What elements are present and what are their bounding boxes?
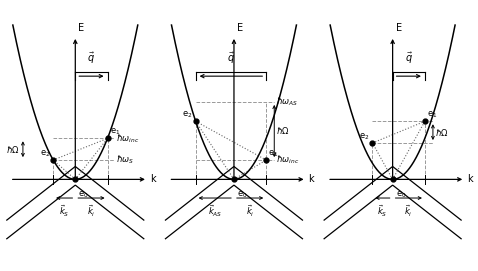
Text: $\vec{k}_i$: $\vec{k}_i$	[246, 203, 254, 219]
Text: e$_1$: e$_1$	[109, 127, 120, 137]
Text: E: E	[396, 23, 402, 33]
Text: $\vec{k}_i$: $\vec{k}_i$	[87, 203, 96, 219]
Text: $\hbar\omega_{inc}$: $\hbar\omega_{inc}$	[276, 154, 300, 166]
Text: (a): (a)	[73, 270, 88, 271]
Text: $\hbar\omega_S$: $\hbar\omega_S$	[116, 154, 134, 166]
Text: $\hbar\omega_{AS}$: $\hbar\omega_{AS}$	[276, 96, 299, 108]
Text: E: E	[78, 23, 85, 33]
Text: $\vec{k}_S$: $\vec{k}_S$	[59, 203, 69, 219]
Text: $\hbar\omega_{inc}$: $\hbar\omega_{inc}$	[116, 132, 139, 145]
Text: $\vec{q}$: $\vec{q}$	[227, 51, 235, 66]
Text: e$_2$: e$_2$	[359, 131, 369, 141]
Text: $\vec{q}$: $\vec{q}$	[405, 51, 413, 66]
Text: k: k	[467, 174, 473, 184]
Text: (b): (b)	[231, 270, 247, 271]
Text: e$_0$: e$_0$	[237, 189, 248, 200]
Text: k: k	[308, 174, 314, 184]
Text: e$_0$: e$_0$	[396, 189, 406, 200]
Text: $\hbar\Omega$: $\hbar\Omega$	[435, 127, 449, 138]
Text: e$_1$: e$_1$	[268, 148, 279, 159]
Text: $\hbar\Omega$: $\hbar\Omega$	[276, 125, 290, 137]
Text: (c): (c)	[390, 270, 405, 271]
Text: e$_1$: e$_1$	[427, 109, 437, 120]
Text: $\vec{k}_{AS}$: $\vec{k}_{AS}$	[207, 203, 222, 219]
Text: $\vec{q}$: $\vec{q}$	[87, 51, 95, 66]
Text: $\vec{k}_S$: $\vec{k}_S$	[377, 203, 388, 219]
Text: $\hbar\Omega$: $\hbar\Omega$	[6, 144, 20, 155]
Text: k: k	[150, 174, 155, 184]
Text: e$_2$: e$_2$	[182, 109, 193, 120]
Text: E: E	[237, 23, 243, 33]
Text: e$_2$: e$_2$	[40, 148, 50, 159]
Text: $\vec{k}_i$: $\vec{k}_i$	[404, 203, 413, 219]
Text: e$_0$: e$_0$	[78, 189, 89, 200]
